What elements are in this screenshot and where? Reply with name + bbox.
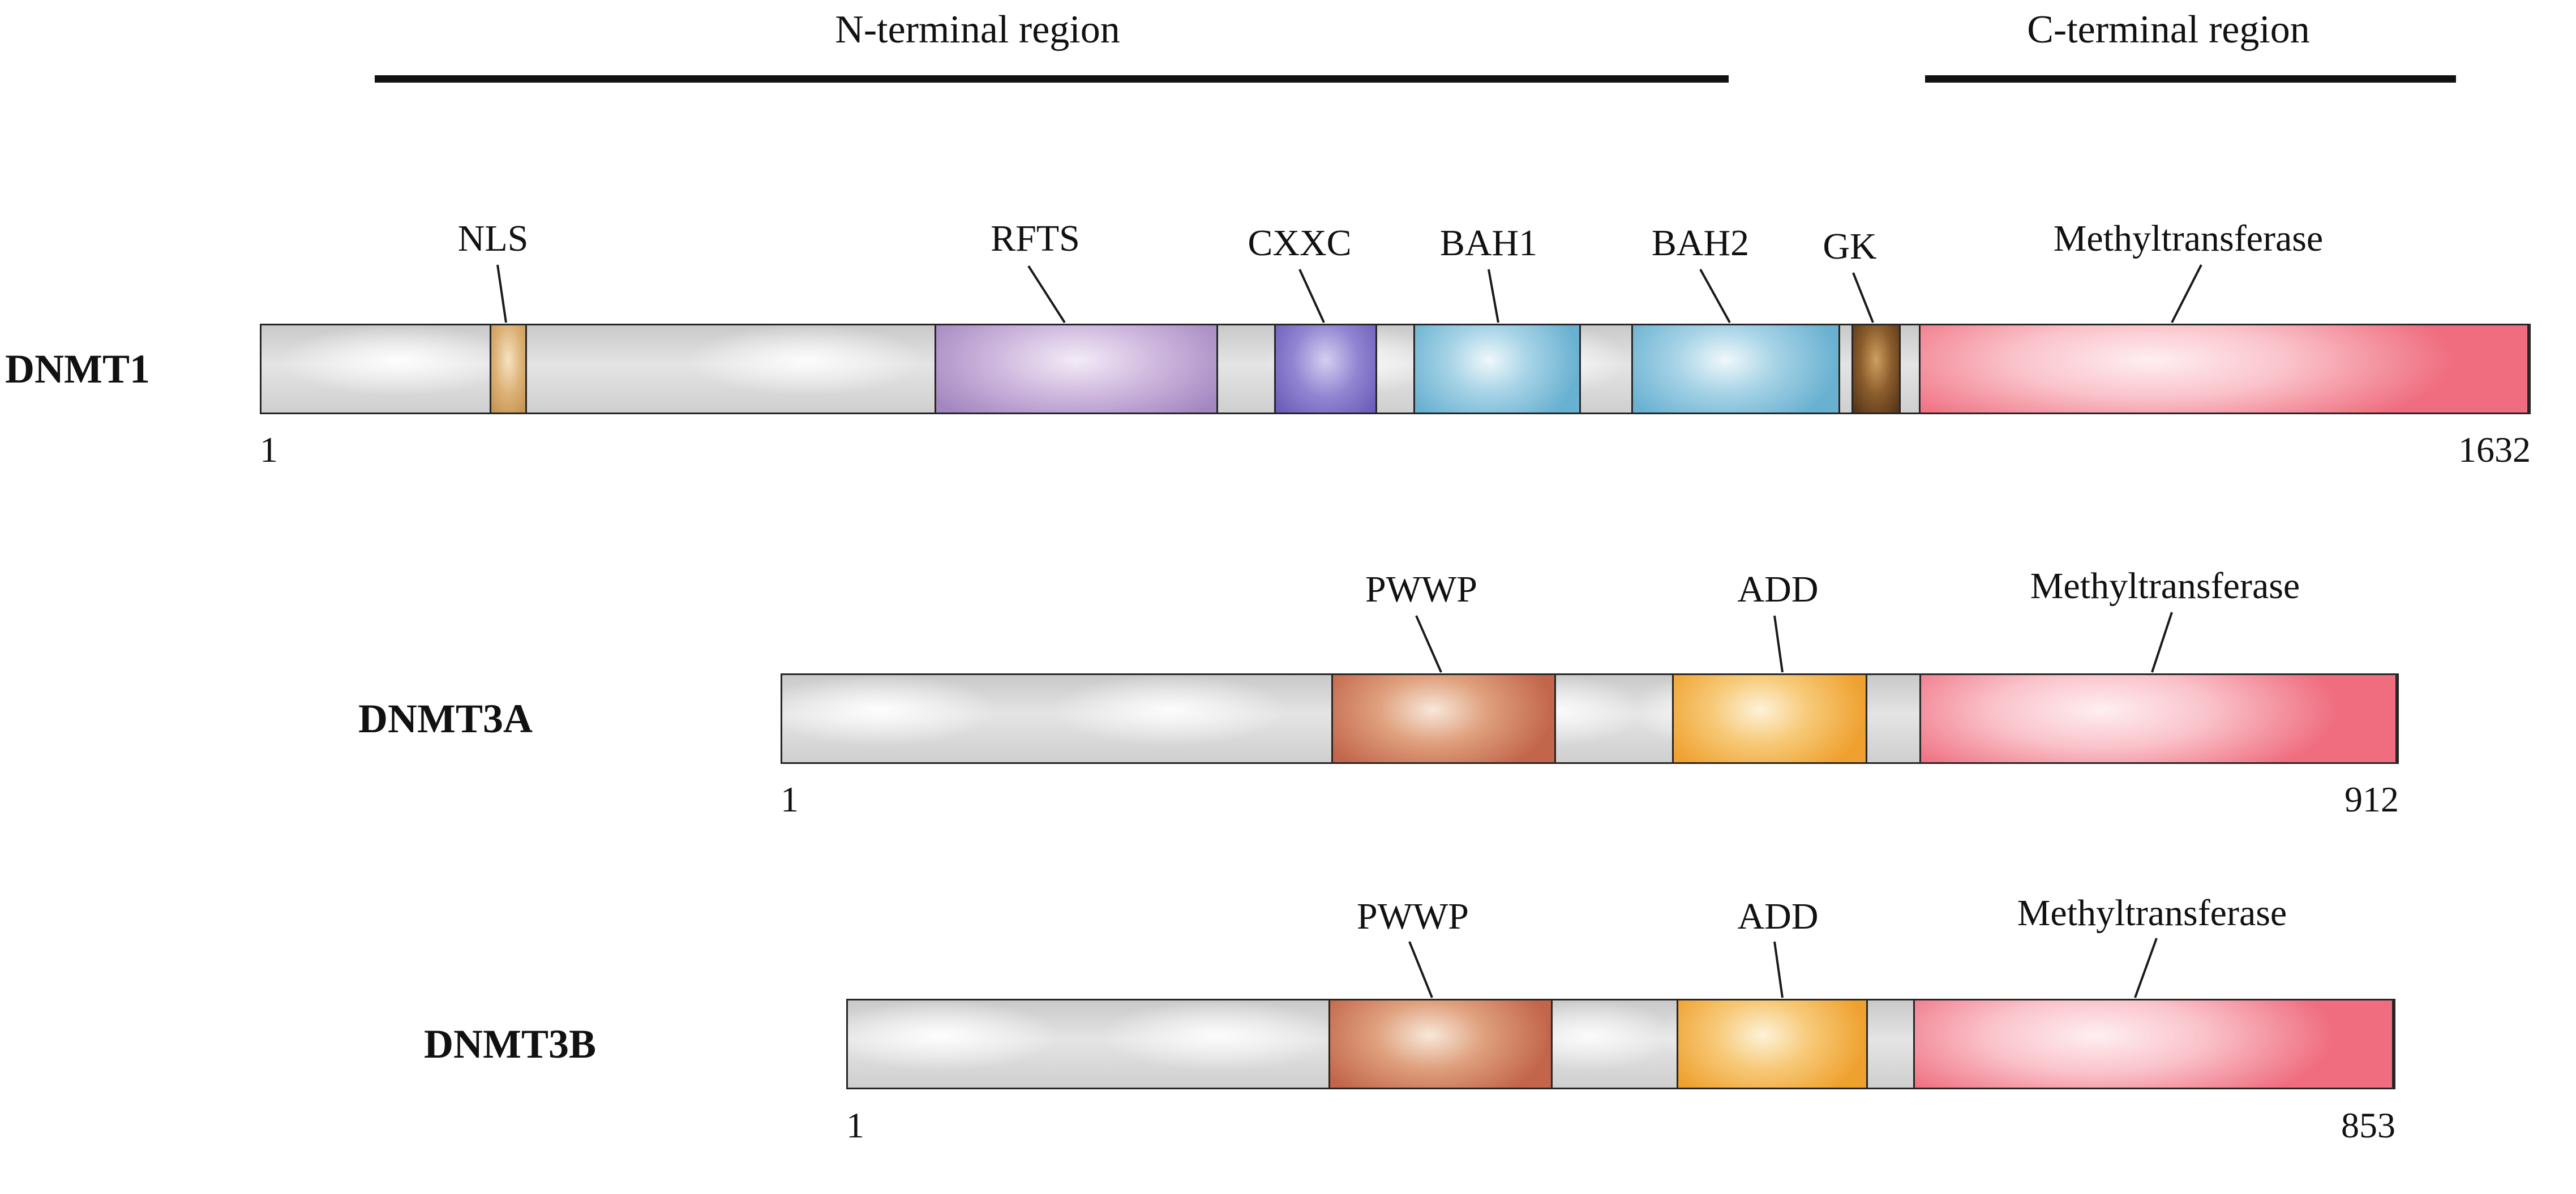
domain-label-methyltransferase-dnmt1: Methyltransferase — [2053, 218, 2324, 259]
protein-name-dnmt1: DNMT1 — [5, 346, 150, 392]
protein-bar-dnmt1 — [260, 324, 2531, 414]
domain-methyltransferase-dnmt3a — [1919, 675, 2397, 762]
domain-label-pwwp-dnmt3a: PWWP — [1365, 569, 1477, 610]
c-terminal-region-underline — [1925, 75, 2456, 83]
connector-rfts — [1027, 265, 1066, 324]
connector-mtase-dnmt3b — [2134, 938, 2158, 998]
domain-label-add-dnmt3a: ADD — [1737, 569, 1819, 610]
domain-label-methyltransferase-dnmt3a: Methyltransferase — [2030, 565, 2300, 607]
domain-label-rfts: RFTS — [991, 218, 1080, 259]
domain-label-bah1: BAH1 — [1439, 222, 1538, 264]
connector-bah1 — [1488, 269, 1499, 323]
start-number-dnmt1: 1 — [260, 430, 278, 470]
domain-label-nls: NLS — [457, 218, 529, 259]
protein-bar-dnmt3b — [846, 999, 2395, 1089]
connector-add-dnmt3a — [1773, 615, 1784, 673]
domain-pwwp-dnmt3b — [1328, 1000, 1553, 1088]
domain-rfts — [934, 325, 1219, 413]
connector-mtase-dnmt3a — [2151, 612, 2173, 673]
domain-nls — [490, 325, 528, 413]
domain-label-bah2: BAH2 — [1651, 222, 1750, 264]
protein-name-dnmt3a: DNMT3A — [358, 695, 533, 741]
domain-add-dnmt3b — [1676, 1000, 1868, 1088]
connector-gk — [1852, 272, 1874, 323]
protein-name-dnmt3b: DNMT3B — [424, 1021, 596, 1067]
domain-pwwp-dnmt3a — [1331, 675, 1556, 762]
domain-gk — [1851, 325, 1901, 413]
end-number-dnmt3a: 912 — [2344, 779, 2399, 819]
start-number-dnmt3a: 1 — [781, 779, 799, 819]
connector-add-dnmt3b — [1773, 941, 1784, 998]
domain-add-dnmt3a — [1672, 675, 1868, 762]
c-terminal-region-label: C-terminal region — [2027, 8, 2310, 51]
domain-label-cxxc: CXXC — [1248, 222, 1352, 264]
n-terminal-region-underline — [375, 75, 1729, 83]
connector-bah2 — [1699, 269, 1731, 323]
protein-bar-dnmt3a — [781, 673, 2399, 764]
connector-pwwp-dnmt3a — [1415, 615, 1442, 673]
domain-bah2 — [1631, 325, 1840, 413]
end-number-dnmt1: 1632 — [2458, 430, 2531, 470]
connector-pwwp-dnmt3b — [1408, 941, 1433, 998]
domain-methyltransferase-dnmt3b — [1913, 1000, 2394, 1088]
domain-label-methyltransferase-dnmt3b: Methyltransferase — [2017, 892, 2287, 934]
domain-label-add-dnmt3b: ADD — [1737, 896, 1819, 937]
connector-nls — [496, 264, 507, 323]
end-number-dnmt3b: 853 — [2341, 1105, 2395, 1145]
domain-label-gk: GK — [1823, 226, 1877, 267]
n-terminal-region-label: N-terminal region — [835, 8, 1120, 51]
connector-mtase-dnmt1 — [2171, 264, 2202, 323]
domain-bah1 — [1413, 325, 1581, 413]
domain-label-pwwp-dnmt3b: PWWP — [1357, 896, 1469, 937]
connector-cxxc — [1298, 269, 1325, 323]
domain-methyltransferase-dnmt1 — [1918, 325, 2529, 413]
start-number-dnmt3b: 1 — [846, 1105, 864, 1145]
domain-cxxc — [1274, 325, 1378, 413]
